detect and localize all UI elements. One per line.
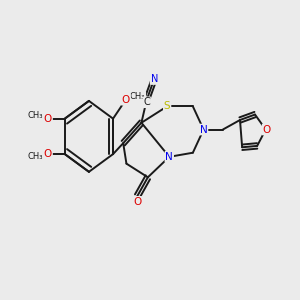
Text: N: N: [165, 152, 173, 162]
Text: N: N: [200, 124, 207, 134]
Text: S: S: [164, 101, 170, 111]
Text: O: O: [263, 124, 271, 134]
Text: CH₃: CH₃: [130, 92, 146, 101]
Text: O: O: [44, 114, 52, 124]
Text: CH₃: CH₃: [27, 152, 43, 161]
Text: C: C: [143, 97, 150, 107]
Text: O: O: [122, 94, 130, 104]
Text: O: O: [44, 149, 52, 159]
Text: O: O: [44, 114, 52, 124]
Text: O: O: [44, 149, 52, 159]
Text: O: O: [122, 94, 130, 104]
Text: N: N: [151, 74, 158, 84]
Text: CH₃: CH₃: [27, 111, 43, 120]
Text: O: O: [133, 197, 141, 207]
